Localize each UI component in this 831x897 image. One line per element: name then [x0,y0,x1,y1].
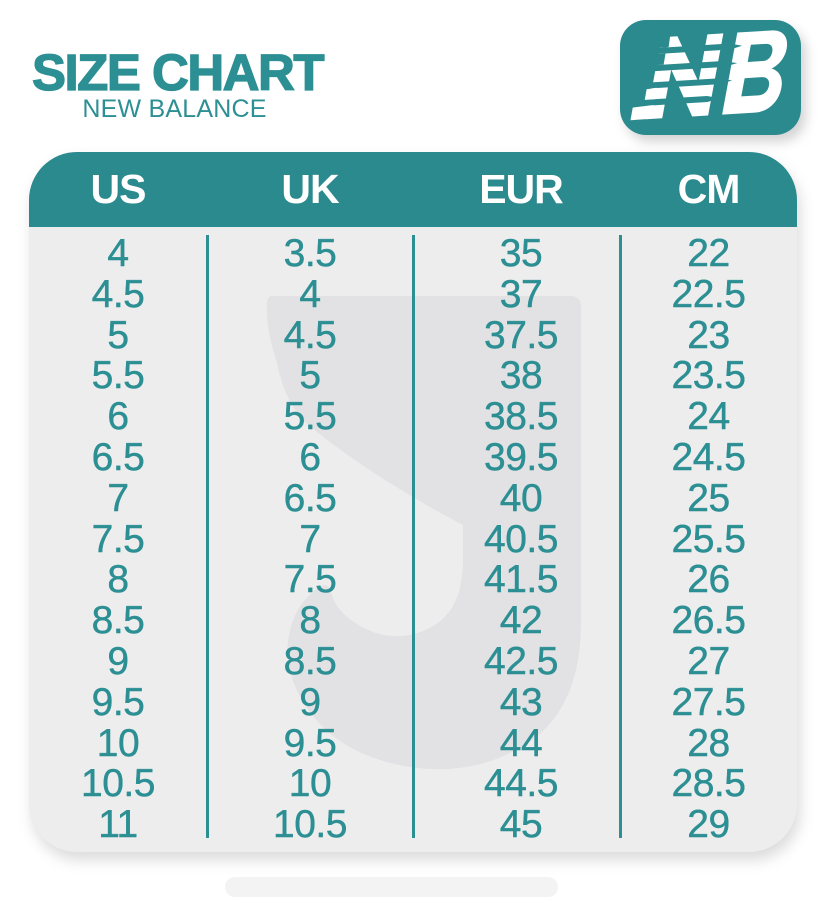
size-cell: 41.5 [484,558,559,602]
size-cell: 44.5 [484,762,559,806]
size-cell: 4 [107,232,129,275]
size-cell: 6.5 [91,435,145,479]
size-cell: 10.5 [81,762,156,806]
column-divider-2 [412,235,415,838]
size-cell: 5 [107,313,129,357]
size-cell: 25 [687,476,730,520]
size-cell: 23 [687,313,730,357]
table-header-row: US UK EUR CM [29,152,797,227]
size-cell: 7.5 [283,558,337,602]
size-cell: 7 [299,517,321,561]
size-cell: 6 [299,435,321,479]
size-cell: 9 [299,680,321,724]
size-cell: 5.5 [283,395,337,439]
size-cell: 11 [98,803,138,847]
size-column-uk: 3.5 4 4.5 5 5.5 6 6.5 7 7.5 8 8.5 9 9.5 10 10.5 [207,227,413,852]
size-cell: 42.5 [484,639,559,683]
size-cell: 24 [687,395,730,439]
size-cell: 24.5 [671,435,746,479]
size-cell: 44 [499,721,543,765]
size-cell: 43 [499,680,543,724]
size-cell: 26 [687,558,730,602]
size-cell: 22 [687,232,730,275]
size-cell: 8.5 [283,639,337,683]
size-cell: 5 [299,354,321,398]
size-cell: 38 [499,354,543,398]
size-cell: 6 [107,395,129,439]
size-cell: 22.5 [671,272,746,316]
size-cell: 10.5 [273,803,348,847]
column-header-uk: UK [281,166,339,212]
size-cell: 28 [687,721,730,765]
column-header-cm: CM [677,166,741,212]
size-cell: 45 [499,803,543,847]
size-cell: 3.5 [283,232,337,275]
size-cell: 6.5 [283,476,337,520]
table-columns: 4 4.5 5 5.5 6 6.5 7 7.5 8 8.5 9 9.5 10 10.5 11 3.5 4 4.5 5… [29,227,797,852]
size-cell: 4.5 [91,272,145,316]
size-column-cm: 22 22.5 23 23.5 24 24.5 25 25.5 26 26.5 27 27.5 28 28… [620,227,797,852]
size-column-eur: 35 37 37.5 38 38.5 39.5 40 40.5 41.5 42 42.5 43 44 44… [413,227,620,852]
size-cell: 26.5 [671,599,746,643]
column-header-eur: EUR [479,166,564,212]
new-balance-logo [620,20,801,135]
size-cell: 27.5 [671,680,746,724]
title-block: SIZE CHART NEW BALANCE [31,46,325,127]
size-cell: 4 [299,272,321,316]
size-cell: 27 [687,639,730,683]
size-cell: 9.5 [91,680,145,724]
size-table-panel: US UK EUR CM 4 4.5 5 5.5 6 6.5 7 7.5 8 8.5 9 9.5 10 1… [29,152,797,852]
size-cell: 37.5 [484,313,559,357]
column-divider-1 [206,235,209,838]
size-cell: 10 [288,762,332,806]
size-cell: 40 [499,476,543,520]
bottom-cutoff-strip [225,877,558,897]
size-cell: 10 [96,721,140,765]
size-cell: 40.5 [484,517,559,561]
column-divider-3 [619,235,622,838]
size-cell: 4.5 [283,313,337,357]
size-column-us: 4 4.5 5 5.5 6 6.5 7 7.5 8 8.5 9 9.5 10 10.5 11 [29,227,207,852]
size-cell: 39.5 [484,435,559,479]
size-cell: 28.5 [671,762,746,806]
size-cell: 42 [499,599,543,643]
watermark-glyph [267,296,581,770]
table-body: 4 4.5 5 5.5 6 6.5 7 7.5 8 8.5 9 9.5 10 10.5 11 3.5 4 4.5 5… [29,227,797,852]
size-cell: 37 [499,272,543,316]
size-cell: 23.5 [671,354,746,398]
size-cell: 9.5 [283,721,337,765]
size-cell: 9 [107,639,129,683]
size-cell: 8 [299,599,321,643]
page-title: SIZE CHART [31,44,325,101]
size-cell: 29 [687,803,730,847]
size-cell: 5.5 [91,354,145,398]
size-cell: 7.5 [91,517,145,561]
size-cell: 8 [107,558,129,602]
size-cell: 8.5 [91,599,145,643]
size-cell: 35 [499,232,543,275]
page-subtitle: NEW BALANCE [82,95,267,123]
nb-logo-icon [621,30,788,121]
size-cell: 7 [107,476,129,520]
column-header-us: US [90,166,147,212]
size-cell: 38.5 [484,395,559,439]
size-cell: 25.5 [671,517,746,561]
